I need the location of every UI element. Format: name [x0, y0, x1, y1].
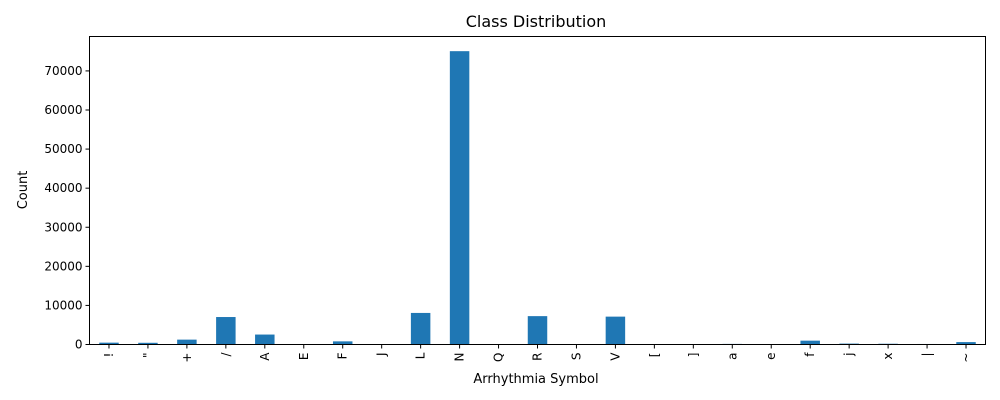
bar-11 — [527, 316, 548, 345]
x-tick-label: R — [531, 353, 545, 361]
bar-8 — [410, 312, 431, 345]
y-tick-label: 70000 — [44, 64, 82, 78]
bar-22 — [956, 342, 976, 345]
bar-18 — [800, 340, 820, 345]
y-tick-label: 60000 — [44, 103, 82, 117]
x-tick-label: F — [336, 352, 350, 359]
x-tick-label: N — [453, 353, 467, 362]
y-axis-ticks: 0 10000 20000 30000 40000 50000 60000 70000 — [44, 64, 90, 352]
x-tick-label: / — [219, 352, 233, 357]
x-tick-label: ~ — [959, 353, 973, 363]
x-tick-label: J — [375, 353, 389, 358]
plot-frame — [89, 36, 986, 345]
x-tick-label: ] — [686, 353, 700, 358]
bar-13 — [605, 316, 626, 345]
x-axis-ticks: ! " + / A E F J L N Q R S V [] a e f j x | ~ — [102, 344, 973, 363]
x-tick-label: a — [725, 353, 739, 360]
bar-4 — [255, 334, 275, 345]
x-tick-label: Q — [492, 353, 506, 362]
x-tick-label: + — [180, 353, 194, 363]
y-tick-label: 50000 — [44, 142, 82, 156]
x-tick-label: V — [608, 352, 622, 361]
y-tick-label: 30000 — [44, 220, 82, 234]
x-tick-label: f — [803, 352, 817, 357]
y-tick-label: 0 — [75, 338, 83, 352]
y-axis-title: Count — [16, 171, 31, 210]
chart-title: Class Distribution — [466, 12, 607, 31]
x-tick-label: e — [764, 353, 778, 360]
x-tick-label: [ — [647, 353, 661, 358]
x-tick-label: ! — [102, 353, 116, 358]
y-tick-label: 20000 — [44, 259, 82, 273]
bar-0 — [99, 342, 119, 345]
bars-group — [99, 51, 976, 345]
x-axis-title: Arrhythmia Symbol — [473, 372, 598, 387]
x-tick-label: j — [842, 353, 856, 357]
y-tick-label: 40000 — [44, 181, 82, 195]
x-tick-label: " — [141, 353, 155, 359]
x-tick-label: | — [920, 353, 934, 357]
x-tick-label: S — [569, 353, 583, 361]
x-tick-label: A — [258, 352, 272, 361]
bar-2 — [177, 339, 197, 345]
y-tick-label: 10000 — [44, 298, 82, 312]
bar-3 — [216, 317, 236, 345]
bar-1 — [138, 342, 158, 345]
x-tick-label: E — [297, 353, 311, 361]
x-tick-label: L — [414, 352, 428, 359]
x-tick-label: x — [881, 353, 895, 360]
bar-9 — [449, 51, 470, 345]
bar-6 — [332, 341, 353, 345]
